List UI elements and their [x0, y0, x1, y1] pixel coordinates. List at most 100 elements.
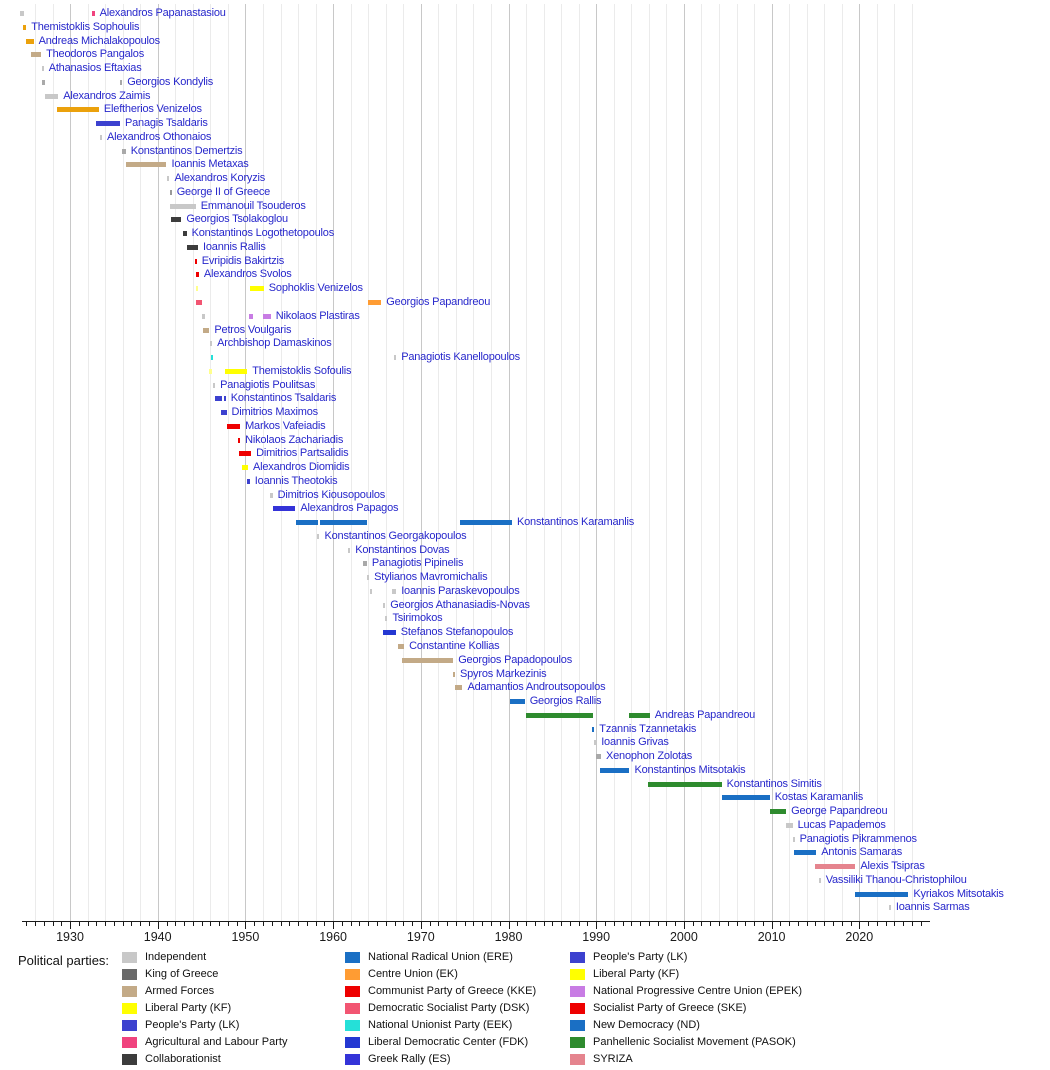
- pm-name-label[interactable]: Alexandros Diomidis: [253, 461, 350, 474]
- term-bar: [194, 258, 197, 264]
- pm-name-label[interactable]: George Papandreou: [791, 805, 888, 818]
- pm-name-label[interactable]: Emmanouil Tsouderos: [200, 199, 306, 212]
- legend-swatch: [570, 986, 585, 997]
- pm-name-label[interactable]: Konstantinos Tsaldaris: [230, 392, 337, 405]
- legend-label: Socialist Party of Greece (SKE): [593, 1002, 747, 1014]
- pm-name-label[interactable]: Evripidis Bakirtzis: [201, 254, 285, 267]
- pm-name-label[interactable]: Alexandros Zaimis: [63, 89, 151, 102]
- term-bar: [591, 726, 595, 732]
- pm-name-label[interactable]: Georgios Papadopoulos: [458, 653, 573, 666]
- pm-name-label[interactable]: Georgios Papandreou: [386, 296, 491, 308]
- pm-name-label[interactable]: Konstantinos Georgakopoulos: [324, 529, 467, 542]
- pm-name-label[interactable]: Ioannis Sarmas: [895, 901, 970, 914]
- pm-name-label[interactable]: Konstantinos Dovas: [355, 543, 450, 556]
- pm-name-label[interactable]: Alexandros Papagos: [300, 502, 399, 515]
- axis-year-label: 1990: [582, 930, 611, 944]
- pm-name-label[interactable]: Archbishop Damaskinos: [217, 337, 332, 350]
- pm-name-label[interactable]: Markos Vafeiadis: [245, 419, 326, 432]
- pm-name-label[interactable]: Konstantinos Demertzis: [130, 144, 243, 157]
- term-bar: [42, 79, 45, 85]
- pm-name-label[interactable]: Panagiotis Pikrammenos: [799, 832, 917, 845]
- pm-name-label[interactable]: Alexis Tsipras: [860, 860, 925, 873]
- pm-name-label[interactable]: Eleftherios Venizelos: [103, 103, 202, 116]
- axis-tick: [754, 922, 756, 926]
- axis-tick: [701, 922, 703, 926]
- pm-name-label[interactable]: Sophoklis Venizelos: [268, 282, 363, 295]
- pm-name-label[interactable]: Alexandros Othonaios: [107, 130, 212, 143]
- term-bar: [383, 630, 396, 636]
- pm-name-label[interactable]: Xenophon Zolotas: [606, 750, 693, 762]
- pm-name-label[interactable]: Theodoros Pangalos: [46, 48, 145, 61]
- axis-tick: [219, 922, 221, 926]
- term-bar: [241, 465, 248, 471]
- axis-tick: [631, 922, 633, 926]
- gridline: [455, 4, 457, 921]
- pm-name-label[interactable]: Petros Voulgaris: [214, 323, 292, 336]
- pm-name-label[interactable]: Nikolaos Zachariadis: [245, 433, 344, 446]
- pm-name-label[interactable]: Adamantios Androutsopoulos: [467, 681, 606, 694]
- term-bar: [213, 382, 216, 388]
- gridline: [859, 4, 861, 921]
- axis-tick: [911, 922, 913, 926]
- pm-name-label[interactable]: Konstantinos Karamanlis: [517, 516, 635, 529]
- pm-name-label[interactable]: Konstantinos Mitsotakis: [634, 763, 746, 776]
- pm-name-label[interactable]: Constantine Kollias: [409, 640, 500, 652]
- pm-name-label[interactable]: George II of Greece: [176, 185, 271, 198]
- pm-name-label[interactable]: Themistoklis Sophoulis: [31, 20, 140, 33]
- pm-name-label[interactable]: Tsirimokos: [392, 612, 443, 625]
- pm-name-label[interactable]: Konstantinos Logothetopoulos: [191, 227, 335, 240]
- gridline: [192, 4, 194, 921]
- axis-tick: [543, 922, 545, 926]
- pm-name-label[interactable]: Panagiotis Poulitsas: [220, 378, 316, 391]
- pm-name-label[interactable]: Spyros Markezinis: [460, 667, 547, 680]
- pm-name-label[interactable]: Alexandros Svolos: [203, 268, 292, 281]
- pm-name-label[interactable]: Georgios Tsolakoglou: [186, 213, 288, 226]
- pm-name-label[interactable]: Nikolaos Plastiras: [275, 309, 360, 322]
- pm-name-label[interactable]: Stylianos Mavromichalis: [374, 571, 488, 584]
- pm-name-label[interactable]: Alexandros Koryzis: [174, 172, 266, 185]
- pm-name-label[interactable]: Themistoklis Sofoulis: [252, 364, 352, 377]
- pm-name-label[interactable]: Alexandros Papanastasiou: [99, 7, 226, 19]
- pm-name-label[interactable]: Dimitrios Partsalidis: [256, 447, 349, 460]
- pm-name-label[interactable]: Panagis Tsaldaris: [125, 117, 208, 130]
- axis-tick: [166, 922, 168, 926]
- pm-name-label[interactable]: Panagiotis Pipinelis: [371, 557, 464, 570]
- term-bar: [196, 272, 199, 278]
- gridline: [526, 4, 527, 921]
- pm-name-label[interactable]: Kyriakos Mitsotakis: [913, 887, 1004, 900]
- gridline: [596, 4, 598, 921]
- pm-name-label[interactable]: Dimitrios Kiousopoulos: [277, 488, 386, 501]
- pm-name-label[interactable]: Andreas Papandreou: [654, 708, 756, 721]
- pm-name-label[interactable]: Ioannis Metaxas: [171, 158, 249, 171]
- legend-label: Greek Rally (ES): [368, 1053, 451, 1065]
- pm-name-label[interactable]: Ioannis Rallis: [203, 240, 266, 253]
- pm-name-label[interactable]: Kostas Karamanlis: [774, 791, 864, 804]
- gridline: [578, 4, 580, 921]
- axis-tick: [780, 922, 782, 926]
- pm-name-label[interactable]: Georgios Rallis: [529, 695, 602, 707]
- pm-name-label[interactable]: Ioannis Theotokis: [254, 474, 338, 487]
- pm-name-label[interactable]: Ioannis Paraskevopoulos: [401, 584, 520, 597]
- axis-tick: [903, 922, 905, 926]
- legend-label: National Unionist Party (EEK): [368, 1019, 513, 1031]
- term-bar: [262, 313, 271, 319]
- legend-swatch: [345, 1003, 360, 1014]
- pm-name-label[interactable]: Athanasios Eftaxias: [48, 62, 142, 74]
- pm-name-label[interactable]: Lucas Papademos: [797, 818, 886, 831]
- term-bar: [221, 410, 227, 415]
- gridline: [157, 4, 159, 921]
- pm-name-label[interactable]: Konstantinos Simitis: [726, 777, 822, 790]
- pm-name-label[interactable]: Ioannis Grivas: [601, 736, 669, 749]
- pm-name-label[interactable]: Andreas Michalakopoulos: [38, 34, 161, 47]
- legend-label: National Progressive Centre Union (EPEK): [593, 985, 803, 997]
- axis-tick: [675, 922, 677, 926]
- pm-name-label[interactable]: Georgios Kondylis: [127, 75, 214, 88]
- axis-tick: [464, 922, 466, 926]
- pm-name-label[interactable]: Tzannis Tzannetakis: [599, 722, 697, 735]
- pm-name-label[interactable]: Panagiotis Kanellopoulos: [401, 351, 520, 363]
- pm-name-label[interactable]: Georgios Athanasiadis-Novas: [390, 598, 530, 611]
- pm-name-label[interactable]: Vassiliki Thanou-Christophilou: [825, 873, 967, 886]
- pm-name-label[interactable]: Antonis Samaras: [821, 846, 903, 859]
- pm-name-label[interactable]: Stefanos Stefanopoulos: [400, 626, 514, 639]
- pm-name-label[interactable]: Dimitrios Maximos: [231, 406, 319, 418]
